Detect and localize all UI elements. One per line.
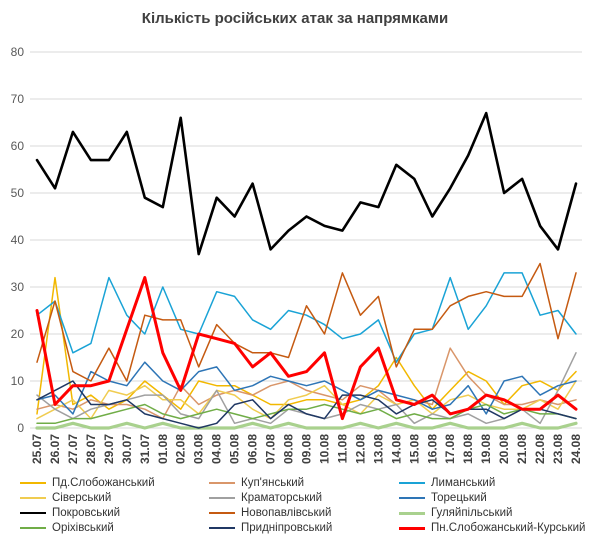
x-tick-label: 18.08 [461,434,475,464]
x-tick-label: 06.08 [246,434,260,464]
x-tick-label: 26.07 [48,434,62,464]
legend-swatch [209,497,235,499]
x-tick-label: 28.07 [84,434,98,464]
legend-item: Краматорський [209,492,322,504]
line-chart: 0 10 20 30 40 50 60 70 80 25.07 26.07 27.07 28.07 29… [11,45,583,464]
series-line-8 [35,421,578,430]
series-line-11 [35,276,578,421]
x-tick-label: 07.08 [264,434,278,464]
legend-item: Гуляйпільський [399,507,512,519]
x-tick-label: 24.08 [569,434,583,464]
x-tick-label: 23.08 [551,434,565,464]
x-tick-label: 08.08 [282,434,296,464]
legend-swatch [399,497,425,499]
x-axis-tick-labels: 25.07 26.07 27.07 28.07 29.07 30.07 31.07 01.08… [30,434,583,464]
chart-title: Кількість російських атак за напрямками [141,10,449,27]
legend-swatch [399,511,425,515]
legend-item: Новопавлівський [209,507,331,519]
legend-item: Торецький [399,492,487,504]
legend-item: Пн.Слобожанський-Курський [399,522,585,534]
legend-swatch [209,482,235,484]
legend-label: Краматорський [241,492,323,504]
legend-label: Покровський [52,507,121,519]
x-tick-label: 25.07 [30,434,44,464]
y-tick-label: 10 [11,374,25,388]
y-tick-label: 20 [11,327,25,341]
x-tick-label: 10.08 [317,434,331,464]
legend-label: Торецький [431,492,487,504]
legend-label: Лиманський [431,477,496,489]
legend-item: Пд.Слобожанський [20,477,155,489]
legend-swatch [399,526,425,530]
y-axis-tick-labels: 0 10 20 30 40 50 60 70 80 [11,45,25,435]
legend-label: Новопавлівський [241,507,332,519]
series-line-6 [35,111,578,256]
x-tick-label: 22.08 [533,434,547,464]
legend-swatch [209,512,235,514]
legend-label: Оріхівський [52,522,114,534]
x-tick-label: 21.08 [515,434,529,464]
series-lines [35,111,578,430]
legend-swatch [20,527,46,529]
x-tick-label: 05.08 [228,434,242,464]
x-tick-label: 13.08 [371,434,385,464]
x-tick-label: 16.08 [425,434,439,464]
y-tick-label: 30 [11,280,25,294]
legend-item: Лиманський [399,477,495,489]
series-line-9 [36,403,577,425]
legend-item: Оріхівський [20,522,114,534]
legend-label: Гуляйпільський [431,507,513,519]
legend-label: Сіверський [52,492,112,504]
y-tick-label: 70 [11,92,25,106]
x-tick-label: 04.08 [210,434,224,464]
legend-swatch [20,512,46,514]
x-tick-label: 27.07 [66,434,80,464]
x-tick-label: 12.08 [353,434,367,464]
x-tick-label: 03.08 [192,434,206,464]
legend-label: Пн.Слобожанський-Курський [431,522,586,534]
y-tick-label: 0 [17,421,24,435]
legend-swatch [20,497,46,499]
legend-swatch [20,482,46,484]
legend-item: Придніпровський [209,522,332,534]
y-tick-label: 80 [11,45,25,59]
x-tick-label: 15.08 [407,434,421,464]
x-tick-label: 31.07 [138,434,152,464]
y-tick-label: 50 [11,186,25,200]
legend-swatch [399,482,425,484]
legend-label: Куп'янський [241,477,305,489]
legend-item: Куп'янський [209,477,304,489]
x-tick-label: 19.08 [479,434,493,464]
x-tick-label: 11.08 [335,434,349,464]
legend-item: Покровський [20,507,120,519]
x-tick-label: 20.08 [497,434,511,464]
y-tick-label: 60 [11,139,25,153]
x-tick-label: 17.08 [443,434,457,464]
x-tick-label: 02.08 [174,434,188,464]
legend-label: Придніпровський [241,522,333,534]
legend-item: Сіверський [20,492,111,504]
x-tick-label: 14.08 [389,434,403,464]
x-tick-label: 29.07 [102,434,116,464]
legend-label: Пд.Слобожанський [52,477,155,489]
series-line-2 [36,272,577,363]
x-tick-label: 01.08 [156,434,170,464]
legend-swatch [209,527,235,529]
series-line-5 [36,361,577,415]
series-line-7 [36,262,577,382]
series-line-10 [36,380,577,429]
y-tick-label: 40 [11,233,25,247]
x-tick-label: 30.07 [120,434,134,464]
x-tick-label: 09.08 [300,434,314,464]
